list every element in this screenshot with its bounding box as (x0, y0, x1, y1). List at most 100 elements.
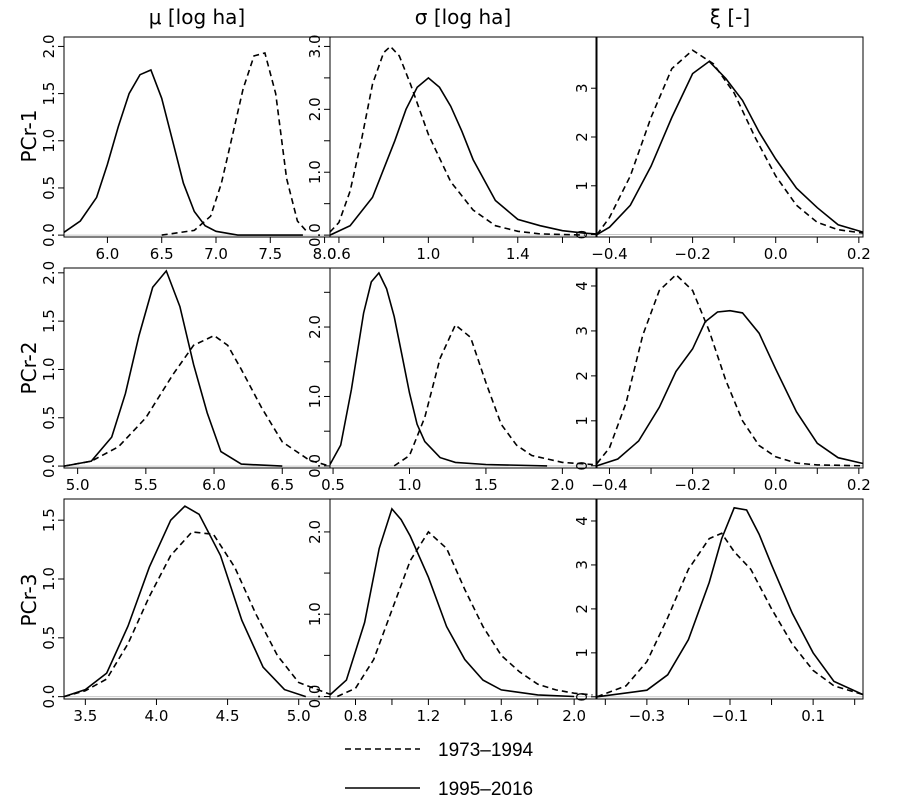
y-tick-label: 1.5 (40, 309, 58, 333)
x-tick-label: 6.5 (150, 245, 174, 263)
y-tick-label: 3 (573, 560, 591, 570)
y-tick-label: 0 (573, 461, 591, 471)
panel-frame (329, 498, 597, 700)
legend-label-1995-2016: 1995–2016 (438, 779, 533, 800)
y-tick-label: 1.0 (306, 160, 324, 184)
density-panel-2-3: −0.4 −0.2 0.0 0.2 0 1 2 3 4 (573, 267, 871, 494)
x-tick-label: 1.2 (416, 707, 440, 725)
x-tick-label: 0.8 (344, 707, 368, 725)
panel-frame (596, 267, 864, 469)
y-tick-label: 3 (573, 326, 591, 336)
density-panel-3-1: 3.5 4.0 4.5 5.00.00.51.01.5 (40, 498, 331, 725)
x-tick-label: 1.6 (489, 707, 513, 725)
x-tick-label: 0.2 (847, 476, 871, 494)
density-curve-1973-1994 (329, 45, 585, 236)
x-tick-label: 1.4 (506, 245, 530, 263)
legend: 1973–1994 1995–2016 (345, 740, 534, 800)
x-tick-label: 5.5 (134, 476, 158, 494)
density-panel-1-3: −0.4 −0.2 0.0 0.2 0 1 2 3 (573, 36, 871, 263)
density-curve-1995-2016 (63, 68, 303, 236)
density-curve-1973-1994 (63, 531, 331, 698)
y-tick-label: 3.0 (306, 34, 324, 58)
density-panel-2-2: 0.5 1.0 1.5 2.0 0.0 1.0 2.0 (306, 267, 597, 494)
density-curve-1973-1994 (596, 273, 864, 467)
x-tick-label: 0.1 (801, 707, 825, 725)
y-tick-label: 0.0 (306, 454, 324, 478)
y-tick-label: 0.0 (40, 223, 58, 247)
density-panel-1-1: 6.0 6.5 7.0 7.5 8.00.00.51.01.52.0 (40, 34, 337, 263)
x-tick-label: −0.4 (591, 245, 627, 263)
column-title-sigma: σ [log ha] (415, 5, 511, 29)
panel-frame (63, 36, 331, 238)
y-tick-label: 2.0 (306, 97, 324, 121)
y-tick-label: 0.5 (40, 626, 58, 650)
panel-frame (329, 267, 597, 469)
density-panel-1-2: 0.6 1.0 1.4 0.0 1.0 2.0 3.0 (306, 34, 597, 263)
density-curve-1995-2016 (596, 309, 864, 467)
panel-frame (329, 36, 597, 238)
x-tick-label: 0.5 (321, 476, 345, 494)
legend-label-1973-1994: 1973–1994 (438, 740, 534, 761)
x-tick-label: 6.5 (270, 476, 294, 494)
density-panel-3-3: −0.3 −0.1 0.1 0 1 2 3 4 (573, 498, 864, 725)
x-tick-label: 5.0 (66, 476, 90, 494)
density-curve-1973-1994 (161, 52, 309, 236)
x-tick-label: −0.2 (674, 245, 710, 263)
column-title-xi: ξ [-] (710, 5, 750, 29)
y-tick-label: 4 (573, 516, 591, 526)
row-label-pcr-3: PCr-3 (17, 574, 41, 627)
y-tick-label: 0.0 (40, 454, 58, 478)
y-tick-label: 2 (573, 604, 591, 614)
density-curve-1995-2016 (596, 506, 864, 698)
x-tick-label: −0.1 (712, 707, 748, 725)
y-tick-label: 0.0 (40, 685, 58, 709)
y-tick-label: 2.0 (40, 261, 58, 285)
x-tick-label: −0.3 (629, 707, 665, 725)
panel-frame (63, 267, 331, 469)
density-curve-1973-1994 (596, 532, 864, 698)
y-tick-label: 1 (573, 181, 591, 191)
x-tick-label: 6.0 (202, 476, 226, 494)
panel-grid: 6.0 6.5 7.0 7.5 8.00.00.51.01.52.00.6 1.0 1.40… (40, 34, 871, 725)
density-curve-1973-1994 (63, 334, 331, 467)
x-tick-label: 5.0 (287, 707, 311, 725)
x-tick-label: 8.0 (313, 245, 337, 263)
x-tick-label: 0.2 (847, 245, 871, 263)
density-curve-1973-1994 (596, 49, 864, 236)
density-curve-1995-2016 (329, 507, 575, 698)
panel-frame (596, 498, 864, 700)
x-tick-label: 6.0 (95, 245, 119, 263)
y-tick-label: 3 (573, 83, 591, 93)
y-tick-label: 0 (573, 230, 591, 240)
y-tick-label: 1.0 (40, 129, 58, 153)
panel-frame (63, 498, 331, 700)
x-tick-label: 2.0 (550, 476, 574, 494)
x-tick-label: 4.0 (145, 707, 169, 725)
x-tick-label: 7.5 (258, 245, 282, 263)
y-tick-label: 0.5 (40, 176, 58, 200)
y-tick-label: 0.5 (40, 406, 58, 430)
row-label-pcr-1: PCr-1 (17, 110, 41, 163)
density-curve-1995-2016 (329, 271, 548, 467)
y-tick-label: 1 (573, 416, 591, 426)
y-tick-label: 2 (573, 371, 591, 381)
y-tick-label: 2.0 (40, 34, 58, 58)
x-tick-label: 0.0 (764, 245, 788, 263)
density-curve-1995-2016 (63, 269, 283, 467)
density-curve-1995-2016 (63, 505, 307, 698)
x-tick-label: −0.2 (674, 476, 710, 494)
y-tick-label: 1.0 (40, 567, 58, 591)
x-tick-label: 1.0 (416, 245, 440, 263)
x-tick-label: 0.6 (327, 245, 351, 263)
y-tick-label: 4 (573, 281, 591, 291)
density-curve-1973-1994 (336, 530, 593, 698)
panel-frame (596, 36, 864, 238)
x-tick-label: −0.4 (591, 476, 627, 494)
y-tick-label: 1.5 (40, 82, 58, 106)
x-tick-label: 1.0 (398, 476, 422, 494)
density-curve-1995-2016 (329, 76, 597, 236)
column-title-mu: μ [log ha] (149, 5, 245, 29)
x-tick-label: 4.5 (216, 707, 240, 725)
density-curve-1973-1994 (393, 323, 593, 467)
